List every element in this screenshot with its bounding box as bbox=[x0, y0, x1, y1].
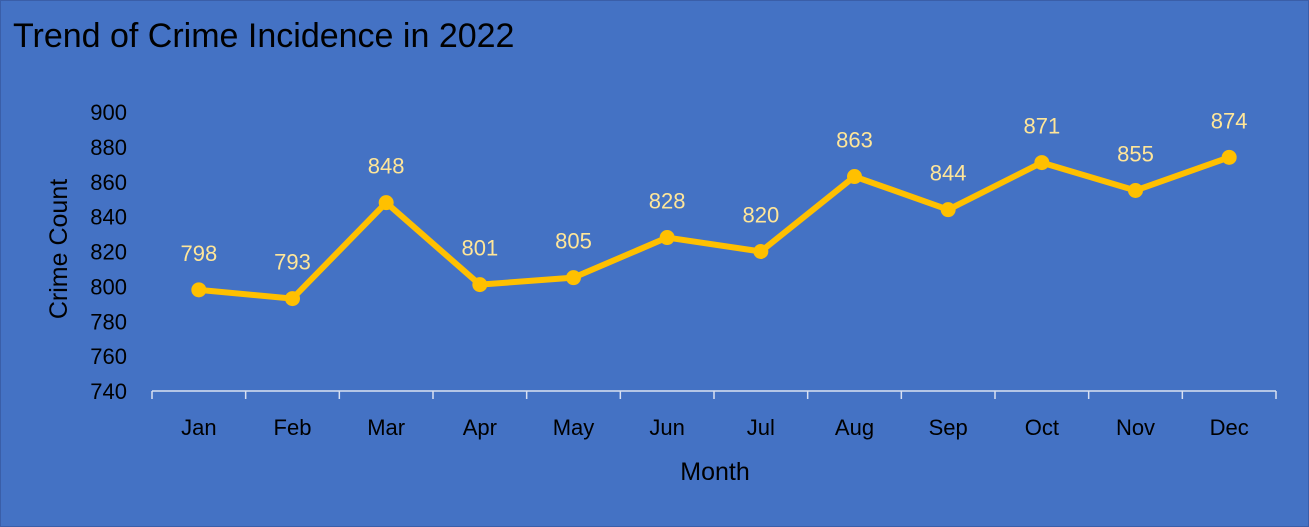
y-tick-label: 820 bbox=[90, 240, 127, 265]
data-label: 863 bbox=[836, 128, 873, 153]
x-axis-title: Month bbox=[680, 458, 749, 486]
y-tick-label: 760 bbox=[90, 344, 127, 369]
data-label: 855 bbox=[1117, 141, 1154, 166]
x-tick-label: Dec bbox=[1210, 415, 1249, 440]
data-label: 793 bbox=[274, 250, 311, 275]
data-point bbox=[285, 291, 300, 307]
x-tick-label: Apr bbox=[463, 415, 497, 440]
y-tick-label: 740 bbox=[90, 379, 127, 404]
x-tick-label: Mar bbox=[367, 415, 405, 440]
x-tick-label: Sep bbox=[929, 415, 968, 440]
data-label: 828 bbox=[649, 189, 686, 214]
x-tick-label: May bbox=[553, 415, 595, 440]
x-axis-tick-labels: Jan Feb Mar Apr May Jun Jul Aug Sep Oct Nov Dec bbox=[181, 415, 1249, 440]
chart-title: Trend of Crime Incidence in 2022 bbox=[13, 17, 514, 55]
y-tick-label: 780 bbox=[90, 309, 127, 334]
data-label: 820 bbox=[742, 203, 779, 228]
data-label: 871 bbox=[1023, 114, 1060, 139]
data-point bbox=[753, 244, 769, 259]
y-axis-title: Crime Count bbox=[45, 179, 73, 319]
data-point bbox=[378, 195, 394, 211]
series-line-group bbox=[195, 154, 1233, 302]
data-label: 801 bbox=[461, 236, 498, 261]
data-point bbox=[847, 169, 862, 185]
y-tick-label: 860 bbox=[90, 170, 127, 195]
data-point bbox=[472, 277, 488, 293]
series-line bbox=[195, 154, 1233, 302]
data-point bbox=[1221, 149, 1237, 165]
data-label: 848 bbox=[368, 154, 405, 179]
x-tick-label: Feb bbox=[274, 415, 312, 440]
x-axis bbox=[151, 390, 1277, 399]
x-tick-label: Nov bbox=[1116, 415, 1155, 440]
y-tick-label: 800 bbox=[90, 274, 127, 299]
data-label: 805 bbox=[555, 229, 592, 254]
y-tick-label: 880 bbox=[90, 135, 127, 160]
data-point bbox=[659, 230, 675, 246]
data-markers bbox=[191, 149, 1237, 307]
data-point bbox=[1128, 182, 1143, 198]
x-tick-label: Oct bbox=[1025, 415, 1059, 440]
y-tick-label: 900 bbox=[90, 100, 127, 125]
data-point bbox=[191, 282, 207, 298]
data-point bbox=[940, 202, 956, 218]
y-tick-label: 840 bbox=[90, 205, 127, 230]
data-point bbox=[1034, 155, 1050, 171]
x-tick-label: Jan bbox=[181, 415, 216, 440]
x-tick-label: Jul bbox=[747, 415, 775, 440]
x-tick-label: Jun bbox=[649, 415, 684, 440]
data-label: 844 bbox=[930, 161, 967, 186]
data-label: 798 bbox=[180, 241, 217, 266]
x-tick-label: Aug bbox=[835, 415, 874, 440]
data-labels: 798 793 848 801 805 828 820 863 844 871 855 874 bbox=[180, 108, 1247, 274]
data-label: 874 bbox=[1211, 108, 1248, 133]
data-point bbox=[566, 270, 581, 286]
y-axis-ticks: 740 760 780 800 820 840 860 880 900 bbox=[90, 100, 127, 404]
